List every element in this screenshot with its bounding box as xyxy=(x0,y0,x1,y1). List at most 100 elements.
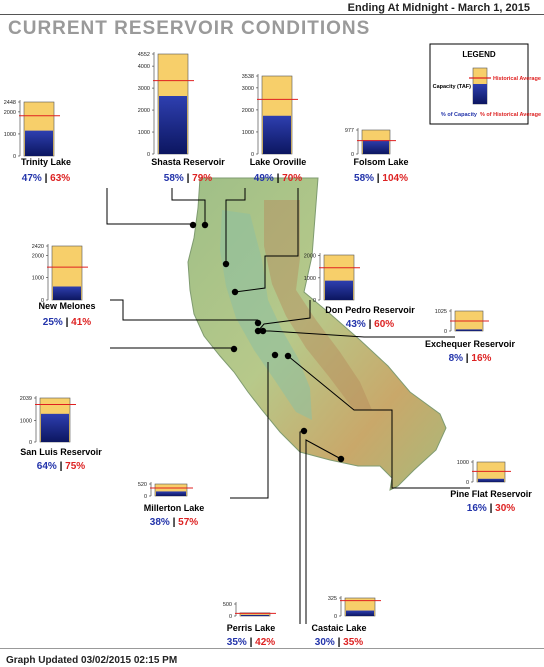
location-dot-don-pedro-reservoir xyxy=(254,327,262,335)
tick-label: 0 xyxy=(13,154,16,160)
percent-labels-pine-flat-reservoir: 16% | 30% xyxy=(467,503,515,514)
connector-pine-flat-reservoir xyxy=(287,355,470,489)
location-dot-new-melones xyxy=(254,319,262,327)
pct-capacity-millerton-lake: 38% xyxy=(150,517,170,528)
pct-hist-exchequer-reservoir: 16% xyxy=(471,353,491,364)
pct-separator: | xyxy=(42,173,50,184)
connector-perris-lake xyxy=(299,430,305,624)
location-dot-exchequer-reservoir xyxy=(259,327,267,335)
tick-label: 0 xyxy=(444,329,447,335)
storage-bar-new-melones xyxy=(53,286,81,300)
pct-separator: | xyxy=(184,173,192,184)
pct-hist-don-pedro-reservoir: 60% xyxy=(374,319,394,330)
tick-label: 0 xyxy=(313,298,316,304)
percent-labels-folsom-lake: 58% | 104% xyxy=(354,173,408,184)
pct-separator: | xyxy=(335,637,343,648)
pct-capacity-don-pedro-reservoir: 43% xyxy=(346,319,366,330)
location-dot-lake-oroville xyxy=(222,260,230,268)
legend-pct-hist-label: % of Historical Average xyxy=(480,112,541,118)
pct-hist-folsom-lake: 104% xyxy=(382,173,408,184)
tick-label: 0 xyxy=(466,480,469,486)
legend-capacity-label: Capacity (TAF) xyxy=(433,84,472,90)
tick-label: 1025 xyxy=(435,309,447,315)
reservoir-name-lake-oroville: Lake Oroville xyxy=(250,157,307,167)
connector-don-pedro-reservoir xyxy=(257,300,311,332)
reservoir-bar-charts: 2448 2000 1000 0 Trinity Lake 47% | 63% 4552 40… xyxy=(4,52,532,648)
chart-exchequer-reservoir: 1025 0 Exchequer Reservoir 8% | 16% xyxy=(425,309,516,364)
tick-label: 2420 xyxy=(32,244,44,250)
tick-label: 0 xyxy=(41,298,44,304)
tick-label: 2000 xyxy=(32,253,44,259)
percent-labels-don-pedro-reservoir: 43% | 60% xyxy=(346,319,394,330)
tick-label: 1000 xyxy=(242,130,254,136)
storage-bar-pine-flat-reservoir xyxy=(478,478,504,482)
tick-label: 0 xyxy=(144,494,147,500)
pct-capacity-shasta-reservoir: 58% xyxy=(164,173,184,184)
tick-label: 325 xyxy=(328,596,337,602)
tick-label: 0 xyxy=(229,614,232,620)
location-dot-folsom-lake xyxy=(231,288,239,296)
legend-title: LEGEND xyxy=(462,50,496,59)
percent-labels-millerton-lake: 38% | 57% xyxy=(150,517,198,528)
storage-bar-don-pedro-reservoir xyxy=(325,280,353,300)
location-dot-pine-flat-reservoir xyxy=(284,352,292,360)
pct-hist-shasta-reservoir: 79% xyxy=(192,173,212,184)
pct-separator: | xyxy=(487,503,495,514)
tick-label: 520 xyxy=(138,482,147,488)
pct-separator: | xyxy=(374,173,382,184)
storage-bar-folsom-lake xyxy=(363,140,389,154)
legend: LEGEND Capacity (TAF) Historical Average… xyxy=(429,43,541,125)
chart-trinity-lake: 2448 2000 1000 0 Trinity Lake 47% | 63% xyxy=(4,100,71,184)
connector-castaic-lake xyxy=(305,439,342,624)
connector-trinity-lake xyxy=(106,188,193,225)
storage-bar-perris-lake xyxy=(241,614,269,616)
date-line: Ending At Midnight - March 1, 2015 xyxy=(347,2,530,14)
pct-separator: | xyxy=(63,317,71,328)
reservoir-name-castaic-lake: Castaic Lake xyxy=(311,623,366,633)
top-rule xyxy=(0,14,544,15)
tick-label: 2000 xyxy=(4,110,16,116)
tick-label: 2448 xyxy=(4,100,16,106)
reservoir-name-new-melones: New Melones xyxy=(38,301,95,311)
reservoir-name-millerton-lake: Millerton Lake xyxy=(144,503,205,513)
percent-labels-perris-lake: 35% | 42% xyxy=(227,637,275,648)
reservoir-name-don-pedro-reservoir: Don Pedro Reservoir xyxy=(325,305,415,315)
tick-label: 0 xyxy=(351,152,354,158)
tick-label: 1000 xyxy=(32,276,44,282)
reservoir-name-folsom-lake: Folsom Lake xyxy=(353,157,408,167)
percent-labels-san-luis-reservoir: 64% | 75% xyxy=(37,461,85,472)
tick-label: 1000 xyxy=(20,418,32,424)
storage-bar-shasta-reservoir xyxy=(159,96,187,154)
tick-label: 1000 xyxy=(138,130,150,136)
pct-capacity-san-luis-reservoir: 64% xyxy=(37,461,57,472)
tick-label: 4552 xyxy=(138,52,150,58)
pct-separator: | xyxy=(274,173,282,184)
pct-separator: | xyxy=(57,461,65,472)
tick-label: 2000 xyxy=(138,108,150,114)
connector-millerton-lake xyxy=(230,362,269,499)
storage-bar-exchequer-reservoir xyxy=(456,329,482,331)
location-dot-san-luis-reservoir xyxy=(230,345,238,353)
tick-label: 3000 xyxy=(242,86,254,92)
storage-bar-trinity-lake xyxy=(25,130,53,156)
legend-storage-box xyxy=(473,84,487,104)
percent-labels-exchequer-reservoir: 8% | 16% xyxy=(449,353,492,364)
percent-labels-lake-oroville: 49% | 70% xyxy=(254,173,302,184)
pct-hist-lake-oroville: 70% xyxy=(282,173,302,184)
pct-capacity-castaic-lake: 30% xyxy=(315,637,335,648)
reservoir-name-exchequer-reservoir: Exchequer Reservoir xyxy=(425,339,516,349)
pct-separator: | xyxy=(366,319,374,330)
tick-label: 3000 xyxy=(138,86,150,92)
pct-capacity-folsom-lake: 58% xyxy=(354,173,374,184)
tick-label: 0 xyxy=(251,152,254,158)
tick-label: 1000 xyxy=(4,132,16,138)
pct-hist-perris-lake: 42% xyxy=(255,637,275,648)
reservoir-name-shasta-reservoir: Shasta Reservoir xyxy=(151,157,225,167)
pct-separator: | xyxy=(170,517,178,528)
